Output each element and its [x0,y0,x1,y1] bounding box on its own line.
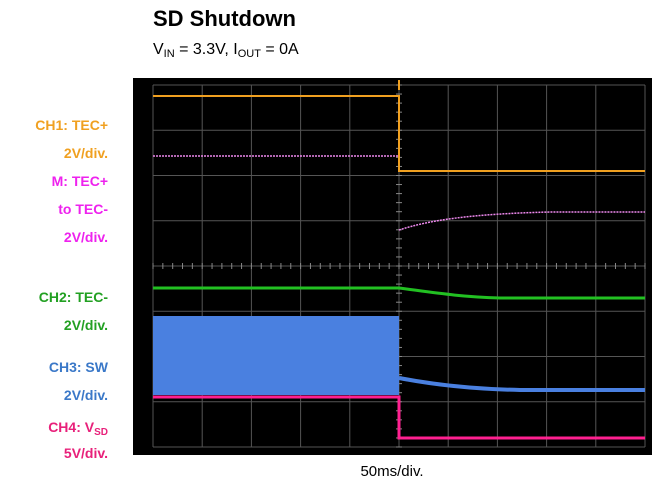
channel-labels: CH1: TEC+ 2V/div. M: TEC+ to TEC- 2V/div. CH2… [35,117,109,461]
subtitle-part: V [153,41,164,58]
channel-label: 2V/div. [64,145,108,161]
chart-subtitle: VIN = 3.3V, IOUT = 0A [153,41,299,60]
channel-label: 2V/div. [64,387,108,403]
channel-label-sub: SD [94,427,108,438]
channel-label: 2V/div. [64,317,108,333]
trace-ch2 [153,286,645,300]
channel-label: CH4: VSD [48,419,108,438]
channel-label: 5V/div. [64,445,108,461]
trace-ch3 [398,376,645,392]
channel-label: CH3: SW [49,359,109,375]
subtitle-sub: IN [164,48,175,60]
channel-label: to TEC- [58,201,108,217]
trace-ch1 [153,95,645,172]
channel-label: M: TEC+ [52,173,108,189]
chart-title: SD Shutdown [153,6,296,31]
trace-ch4 [153,395,645,440]
subtitle-sub: OUT [238,48,262,60]
channel-label: CH2: TEC- [39,289,109,305]
channel-label: CH1: TEC+ [35,117,108,133]
channel-label: 2V/div. [64,229,108,245]
subtitle-part: = 3.3V, I [175,41,238,58]
x-axis-label: 50ms/div. [360,463,423,480]
trace-math [153,155,645,231]
subtitle-part: = 0A [261,41,299,58]
channel-label-part: CH4: V [48,419,95,435]
trace-ch3-switching [153,316,399,395]
scope-grid [152,84,646,448]
